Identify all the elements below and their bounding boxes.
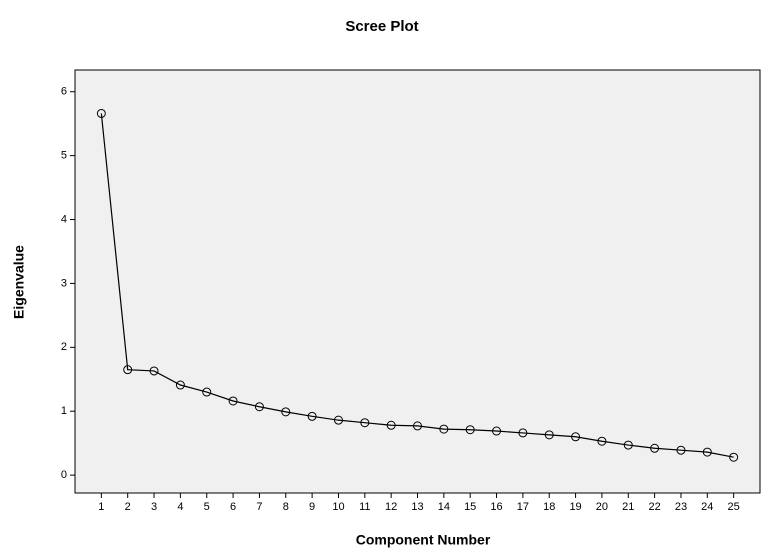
- point: [149, 366, 159, 376]
- point: [465, 425, 475, 435]
- x-tick-label: 7: [256, 501, 262, 513]
- x-tick-label: 3: [151, 501, 157, 513]
- y-tick-label: 1: [61, 405, 67, 417]
- x-axis-label: Component Number: [356, 532, 491, 548]
- point: [650, 443, 660, 453]
- point: [202, 387, 212, 397]
- point: [281, 407, 291, 417]
- y-tick-label: 5: [61, 150, 67, 162]
- point: [254, 402, 264, 412]
- x-tick-label: 8: [283, 501, 289, 513]
- y-tick-label: 0: [61, 469, 67, 481]
- x-tick-label: 12: [385, 501, 397, 513]
- point: [439, 424, 449, 434]
- point: [386, 420, 396, 430]
- x-tick-label: 11: [359, 501, 370, 513]
- x-tick-label: 23: [675, 501, 687, 513]
- x-tick-label: 10: [332, 501, 344, 513]
- x-tick-label: 24: [701, 501, 713, 513]
- series-line: [100, 113, 734, 458]
- x-tick-label: 22: [648, 501, 660, 513]
- x-tick-label: 19: [569, 501, 581, 513]
- point: [702, 447, 712, 457]
- point: [676, 445, 686, 455]
- y-tick-label: 4: [61, 213, 67, 225]
- point: [360, 418, 370, 428]
- point: [307, 411, 317, 421]
- point: [333, 415, 343, 425]
- point: [413, 421, 422, 431]
- y-tick-label: 2: [61, 341, 67, 353]
- x-tick-label: 14: [438, 501, 450, 513]
- x-tick-label: 18: [543, 501, 555, 513]
- x-tick-label: 21: [622, 501, 634, 513]
- x-tick-label: 13: [411, 501, 423, 513]
- x-tick-label: 4: [177, 501, 183, 513]
- point: [492, 426, 502, 436]
- x-tick-label: 5: [204, 501, 210, 513]
- point: [597, 436, 607, 446]
- point: [175, 380, 185, 390]
- x-tick-label: 20: [596, 501, 608, 513]
- y-tick-label: 6: [61, 86, 67, 98]
- point: [518, 428, 528, 438]
- point: [123, 365, 133, 375]
- y-axis-label: Eigenvalue: [11, 245, 27, 319]
- x-tick-label: 1: [98, 501, 104, 513]
- point: [571, 432, 581, 442]
- y-tick-label: 3: [61, 277, 67, 289]
- x-tick-label: 6: [230, 501, 236, 513]
- point: [623, 440, 633, 450]
- x-tick-label: 16: [490, 501, 502, 513]
- chart-title: Scree Plot: [345, 18, 418, 35]
- x-tick-label: 9: [309, 501, 315, 513]
- x-tick-label: 2: [125, 501, 131, 513]
- x-tick-label: 17: [517, 501, 529, 513]
- point: [228, 396, 238, 406]
- point: [729, 452, 739, 462]
- point: [544, 430, 554, 440]
- point: [96, 108, 106, 118]
- x-tick-label: 15: [464, 501, 476, 513]
- x-tick-label: 25: [728, 501, 740, 513]
- plot-area: [74, 69, 761, 494]
